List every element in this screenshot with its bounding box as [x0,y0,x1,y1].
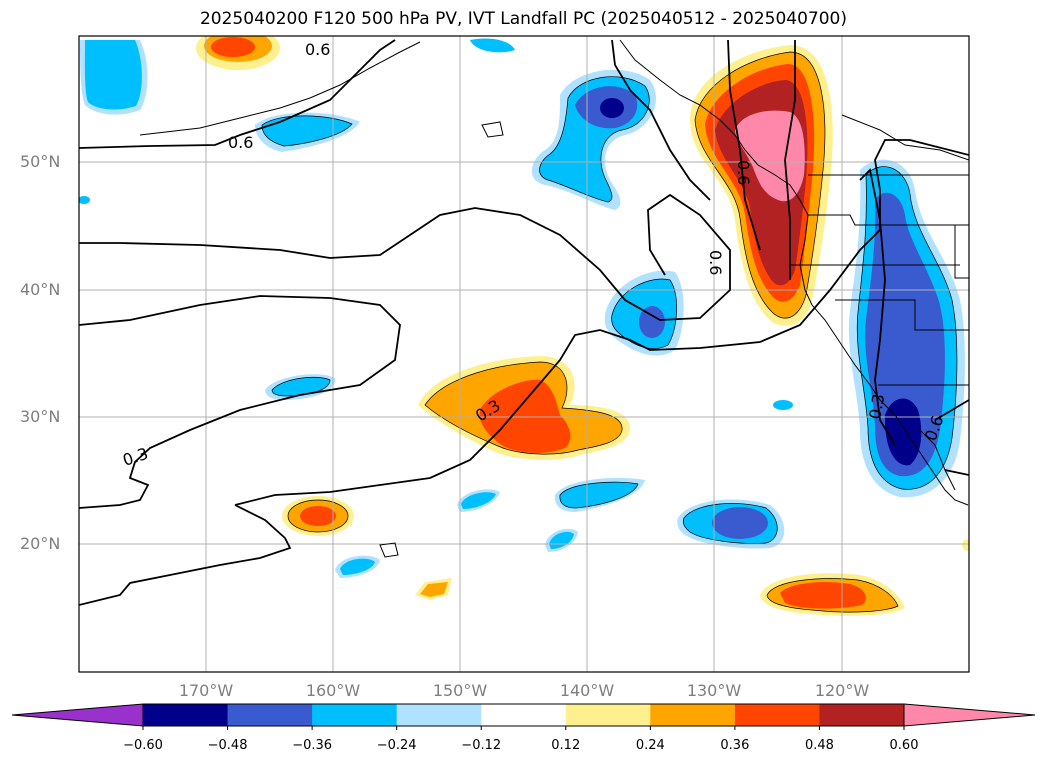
gridlines [79,36,969,672]
contour-label: 0.6 [305,40,330,59]
contour-label: 0.6 [734,160,753,185]
map-frame [78,35,970,673]
colorbar-tick-label: 0.36 [720,738,750,753]
lon-label: 140°W [559,681,615,700]
colorbar-tick-label: 0.24 [635,738,665,753]
contour-label: 0.3 [865,392,888,420]
colorbar [11,703,1036,730]
colorbar-cell [481,704,567,726]
contour-label: 0.3 [120,444,150,470]
ivt-anomaly-field: 0.6 0.6 0.3 0.3 0.3 0.6 0.6 0.6 [79,36,969,672]
contour-label: 0.6 [706,250,725,275]
coastlines [139,39,969,558]
shading-outlines [261,51,958,613]
colorbar-extend-max [903,703,1036,727]
colorbar-extend-min [11,703,144,727]
lat-label: 40°N [20,280,61,299]
lon-label: 150°W [432,681,488,700]
colorbar-tick-label: −0.48 [207,738,248,753]
lat-label: 20°N [20,534,61,553]
colorbar-cell [819,704,905,726]
colorbar-cells [143,704,905,726]
colorbar-cell [227,704,313,726]
pv-contours [79,39,969,606]
positive-ivt-shading [196,36,969,616]
map-title: 2025040200 F120 500 hPa PV, IVT Landfall… [199,9,847,29]
colorbar-tick-label: −0.60 [123,738,163,753]
negative-ivt-shading [79,38,965,578]
contour-label: 0.6 [228,133,253,152]
lat-label: 50°N [20,152,61,171]
lon-label: 160°W [305,681,361,700]
colorbar-cell [650,704,736,726]
colorbar-cell [565,704,651,726]
lon-label: 120°W [814,681,870,700]
colorbar-cell [312,704,398,726]
colorbar-cell [396,704,482,726]
colorbar-tick-label: −0.12 [461,738,502,753]
lon-label: 170°W [178,681,234,700]
lon-label: 130°W [686,681,742,700]
lat-label: 30°N [20,407,61,426]
colorbar-cell [734,704,820,726]
colorbar-tick-label: 0.12 [551,738,581,753]
colorbar-cell [143,704,229,726]
colorbar-tick-label: −0.24 [376,738,417,753]
colorbar-tick-label: 0.60 [889,738,919,753]
colorbar-tick-label: 0.48 [804,738,834,753]
colorbar-tick-label: −0.36 [292,738,333,753]
